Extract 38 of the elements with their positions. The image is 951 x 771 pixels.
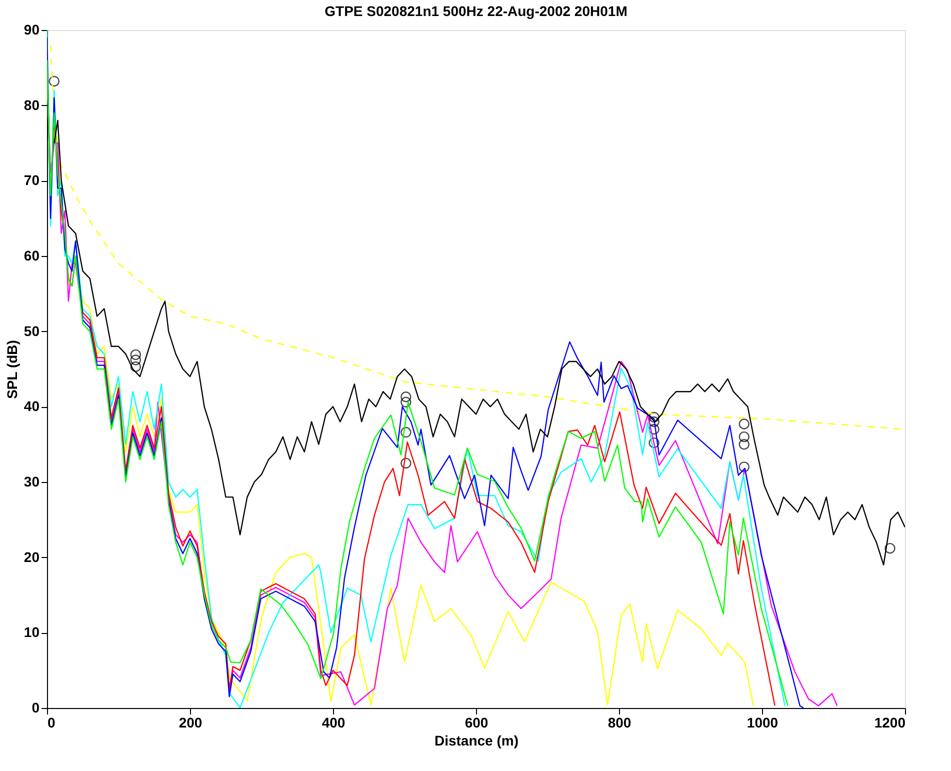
y-tick-label: 40 (24, 398, 40, 414)
line-series (54, 120, 905, 566)
x-tick-label: 800 (608, 714, 632, 730)
x-tick-label: 1000 (746, 714, 778, 730)
point (48, 76, 60, 87)
y-tick-label: 50 (24, 322, 40, 339)
point (130, 349, 142, 360)
x-tick-label: 600 (464, 714, 488, 730)
point (648, 437, 660, 448)
point (400, 426, 412, 438)
y-axis-title: SPL (dB) (4, 340, 20, 399)
y-tick-label: 20 (24, 548, 40, 565)
point (648, 412, 660, 423)
y-tick-label: 60 (24, 248, 40, 264)
point (738, 418, 750, 430)
y-tick-label: 10 (24, 624, 40, 640)
x-tick-label: 0 (48, 714, 56, 730)
point (400, 392, 412, 402)
point (648, 416, 660, 428)
point (400, 458, 412, 468)
y-tick-label: 80 (24, 96, 40, 113)
point (130, 354, 142, 366)
y-tick-label: 90 (24, 22, 40, 38)
point (130, 361, 142, 372)
chart-title: GTPE S020821n1 500Hz 22-Aug-2002 20H01M (324, 3, 628, 19)
point (884, 542, 896, 554)
y-tick-label: 0 (32, 700, 40, 716)
point (400, 396, 412, 408)
x-axis-title: Distance (m) (434, 732, 519, 748)
y-tick-label: 30 (24, 474, 40, 490)
x-tick-label: 1200 (874, 714, 906, 730)
y-tick-label: 70 (24, 172, 40, 188)
point (738, 431, 750, 442)
point (648, 424, 660, 435)
point (738, 439, 750, 450)
point (738, 462, 750, 472)
x-tick-label: 200 (178, 714, 202, 730)
x-tick-label: 400 (322, 714, 346, 730)
